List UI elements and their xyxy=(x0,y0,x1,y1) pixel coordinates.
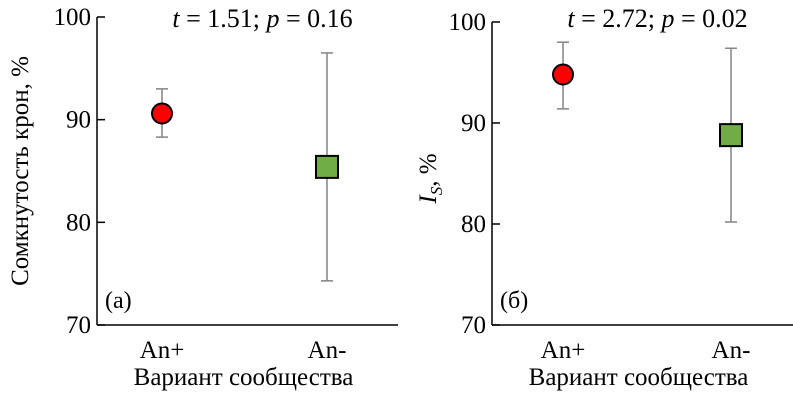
x-axis-title: Вариант сообщества xyxy=(134,364,354,391)
panel-label: (а) xyxy=(105,288,132,314)
x-category-label: An+ xyxy=(140,337,185,364)
t-symbol: t xyxy=(172,4,180,33)
x-category-label: An- xyxy=(712,337,751,364)
data-point-circle xyxy=(151,102,173,125)
stat-annotation: t = 1.51; p = 0.16 xyxy=(172,4,352,33)
p-symbol: p xyxy=(264,4,279,33)
y-tick-label: 70 xyxy=(461,312,486,339)
y-tick-label: 80 xyxy=(66,209,91,236)
y-tick-label: 100 xyxy=(54,4,92,31)
p-symbol: p xyxy=(659,4,674,33)
x-category-label: An- xyxy=(308,337,347,364)
y-axis-title: IS, % xyxy=(415,153,446,204)
y-axis-title: Сомкнутость крон, % xyxy=(7,56,34,286)
t-symbol: t xyxy=(567,4,575,33)
chart-panel-b: 70 80 90 100 An+ An-Вариант сообщества t = 2.7… xyxy=(415,4,793,391)
x-axis-title: Вариант сообщества xyxy=(529,364,749,391)
data-point-square xyxy=(315,154,339,179)
t-value: = 2.72; xyxy=(575,4,662,33)
y-tick-label: 90 xyxy=(461,110,486,137)
x-category-label: An+ xyxy=(541,337,586,364)
stat-annotation: t = 2.72; p = 0.02 xyxy=(567,4,747,33)
data-point-circle xyxy=(552,63,574,86)
y-tick-label: 70 xyxy=(66,312,91,339)
y-tick-label: 80 xyxy=(461,211,486,238)
data-point-square xyxy=(719,123,743,148)
y-tick-label: 100 xyxy=(449,9,487,36)
y-axis-title-rest: , % xyxy=(415,153,442,186)
y-axis-title-main: I xyxy=(415,194,442,205)
t-value: = 1.51; xyxy=(180,4,267,33)
p-value: = 0.02 xyxy=(674,4,747,33)
y-tick-label: 90 xyxy=(66,107,91,134)
panel-label: (б) xyxy=(500,288,528,314)
y-axis-title-sub: S xyxy=(427,186,446,195)
p-value: = 0.16 xyxy=(279,4,352,33)
chart-panel-a: 70 80 90 100 An+ An-Вариант сообщества t = 1.5… xyxy=(7,4,398,391)
